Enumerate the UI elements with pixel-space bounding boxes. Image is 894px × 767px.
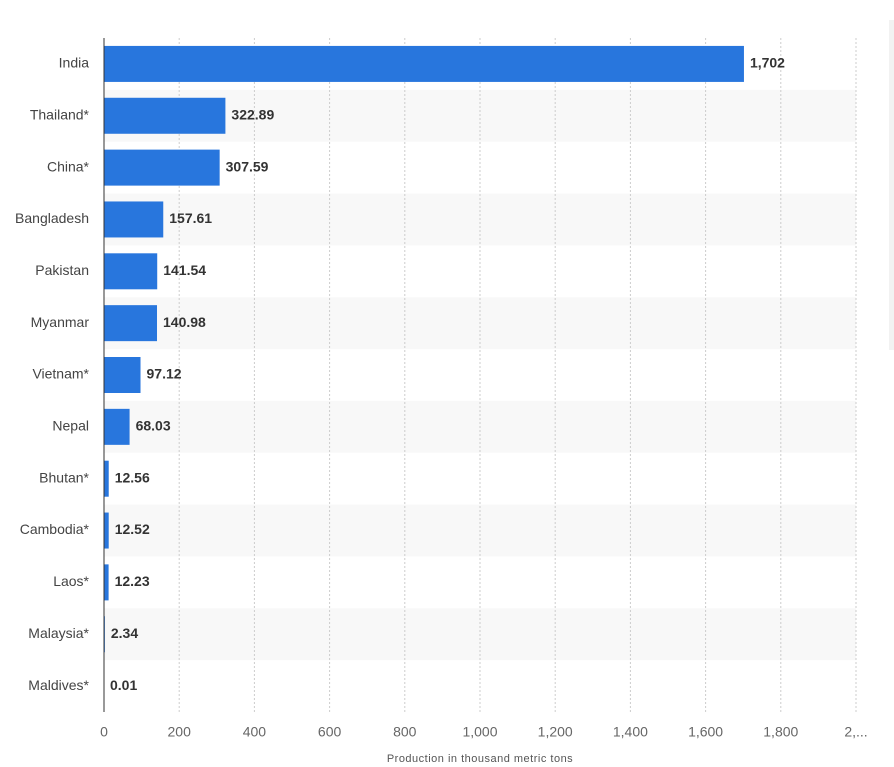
x-axis-title: Production in thousand metric tons: [387, 753, 573, 765]
bar: [104, 97, 226, 134]
side-strip: [889, 20, 894, 350]
y-tick-label: Vietnam*: [32, 366, 89, 382]
y-tick-label: India: [59, 55, 90, 71]
y-tick-label: Maldives*: [28, 677, 89, 693]
bar: [104, 408, 130, 445]
data-label: 1,702: [750, 55, 785, 71]
x-tick-label: 1,400: [613, 724, 648, 740]
x-tick-label: 200: [168, 724, 192, 740]
data-label: 141.54: [163, 262, 206, 278]
x-tick-label: 600: [318, 724, 342, 740]
data-label: 12.23: [115, 573, 150, 589]
x-tick-label: 0: [100, 724, 108, 740]
data-label: 157.61: [169, 210, 212, 226]
bar: [104, 45, 744, 82]
y-tick-label: Myanmar: [31, 314, 90, 330]
x-tick-label: 1,000: [462, 724, 497, 740]
y-tick-label: Malaysia*: [28, 625, 89, 641]
x-tick-label: 2,...: [844, 724, 867, 740]
x-tick-label: 1,200: [538, 724, 573, 740]
bar: [104, 357, 141, 393]
data-label: 0.01: [110, 677, 137, 693]
x-tick-label: 800: [393, 724, 417, 740]
y-tick-label: Laos*: [53, 573, 89, 589]
x-tick-label: 1,800: [763, 724, 798, 740]
bar: [104, 201, 164, 238]
y-tick-label: Cambodia*: [20, 521, 90, 537]
bar: [104, 460, 109, 497]
data-label: 68.03: [136, 418, 171, 434]
bar: [104, 512, 109, 549]
y-tick-label: Thailand*: [30, 106, 90, 122]
y-tick-label: China*: [47, 158, 90, 174]
y-tick-label: Pakistan: [35, 262, 89, 278]
x-tick-label: 1,600: [688, 724, 723, 740]
x-tick-label: 400: [243, 724, 267, 740]
bar: [104, 305, 158, 342]
y-tick-label: Bangladesh: [15, 210, 89, 226]
bar: [104, 253, 158, 290]
bar: [104, 564, 109, 601]
data-label: 12.56: [115, 469, 150, 485]
data-label: 322.89: [231, 106, 274, 122]
data-label: 97.12: [147, 366, 182, 382]
data-label: 307.59: [226, 158, 269, 174]
y-tick-label: Bhutan*: [39, 469, 89, 485]
data-label: 2.34: [111, 625, 138, 641]
data-label: 12.52: [115, 521, 150, 537]
y-tick-label: Nepal: [52, 418, 89, 434]
data-label: 140.98: [163, 314, 206, 330]
bar: [104, 149, 220, 186]
